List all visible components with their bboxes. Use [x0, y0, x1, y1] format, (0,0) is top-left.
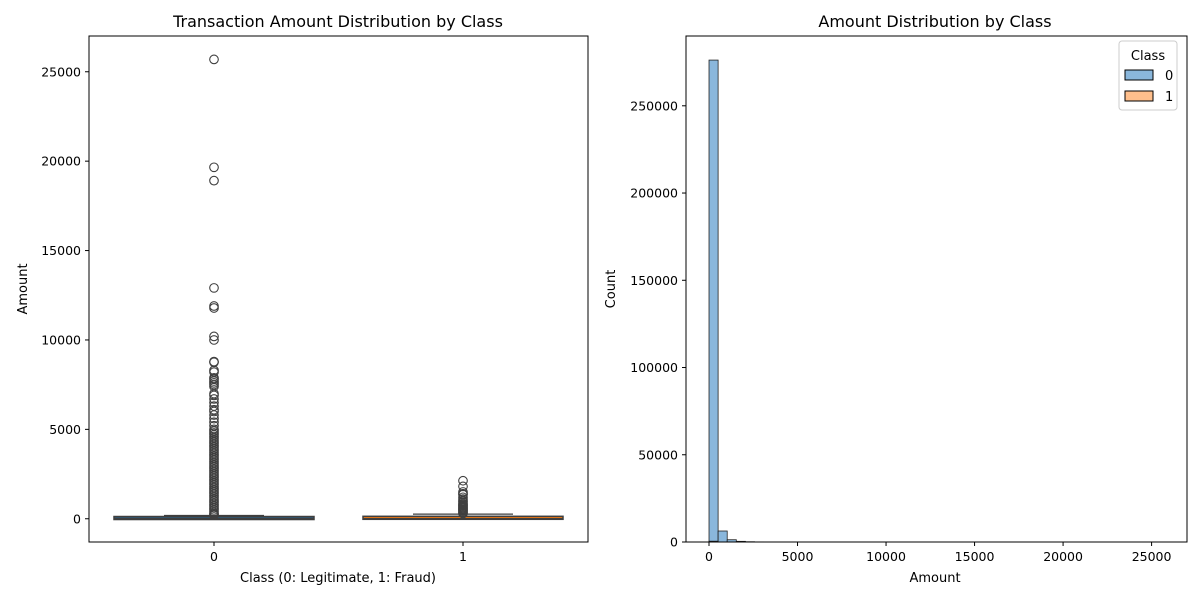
x-tick-label: 20000 — [1043, 549, 1083, 564]
x-tick-label: 0 — [705, 549, 713, 564]
y-tick-label: 100000 — [630, 360, 678, 375]
box-class-0 — [113, 54, 315, 521]
y-tick-label: 20000 — [41, 154, 81, 169]
outlier-point — [458, 508, 468, 519]
outlier-point — [209, 406, 219, 417]
outlier-point — [209, 390, 219, 401]
outlier-point — [209, 413, 219, 424]
histogram-chart: Amount Distribution by Class Amount Coun… — [604, 12, 1188, 586]
legend-label-class-0: 0 — [1165, 69, 1173, 84]
y-tick-label: 5000 — [49, 422, 81, 437]
outlier-point — [209, 283, 219, 293]
outlier-point — [209, 394, 219, 404]
x-tick-label: 0 — [210, 549, 218, 564]
legend-swatch-class-0 — [1124, 69, 1154, 81]
box-plot-frame — [88, 35, 589, 543]
histogram-title: Amount Distribution by Class — [818, 12, 1051, 31]
box-plot-chart: Transaction Amount Distribution by Class… — [16, 12, 589, 586]
outlier-point — [209, 162, 219, 173]
outlier-point — [209, 510, 219, 521]
box-plot-title: Transaction Amount Distribution by Class — [172, 12, 503, 31]
box-plot-area: 0 5000 10000 15000 20000 25000 0 1 — [41, 35, 589, 564]
x-tick-label: 15000 — [955, 549, 995, 564]
outlier-point — [209, 335, 219, 345]
y-tick-label: 0 — [670, 535, 678, 550]
outlier-point — [209, 301, 219, 311]
outlier-point — [209, 410, 219, 420]
histogram-bar — [708, 59, 719, 543]
histogram-x-axis-label: Amount — [909, 571, 960, 586]
y-tick-label: 15000 — [41, 243, 81, 258]
y-tick-label: 200000 — [630, 186, 678, 201]
y-tick-label: 25000 — [41, 64, 81, 79]
histogram-frame — [685, 35, 1188, 543]
histogram-series-class-0 — [708, 59, 765, 543]
box-plot-x-axis-label: Class (0: Legitimate, 1: Fraud) — [240, 571, 436, 586]
legend-title: Class — [1131, 49, 1165, 64]
legend-swatch-class-1 — [1124, 90, 1154, 102]
outlier-point — [209, 175, 219, 186]
y-tick-label: 10000 — [41, 332, 81, 347]
histogram-bar — [717, 530, 728, 543]
legend-label-class-1: 1 — [1165, 90, 1173, 105]
y-tick-label: 0 — [73, 511, 81, 526]
histogram-y-axis-label: Count — [604, 270, 619, 309]
x-tick-label: 5000 — [782, 549, 814, 564]
outlier-point — [458, 475, 468, 486]
x-tick-label: 1 — [459, 549, 467, 564]
box-class-1 — [362, 475, 564, 521]
y-tick-label: 150000 — [630, 273, 678, 288]
box-plot-y-axis-label: Amount — [16, 263, 31, 314]
x-tick-label: 10000 — [866, 549, 906, 564]
y-tick-label: 50000 — [638, 447, 678, 462]
x-tick-label: 25000 — [1132, 549, 1172, 564]
outlier-point — [209, 303, 219, 313]
y-tick-label: 250000 — [630, 98, 678, 113]
outlier-point — [209, 357, 219, 368]
outlier-point — [209, 331, 219, 342]
histogram-legend: Class 0 1 — [1118, 40, 1178, 111]
outlier-point — [209, 54, 219, 65]
